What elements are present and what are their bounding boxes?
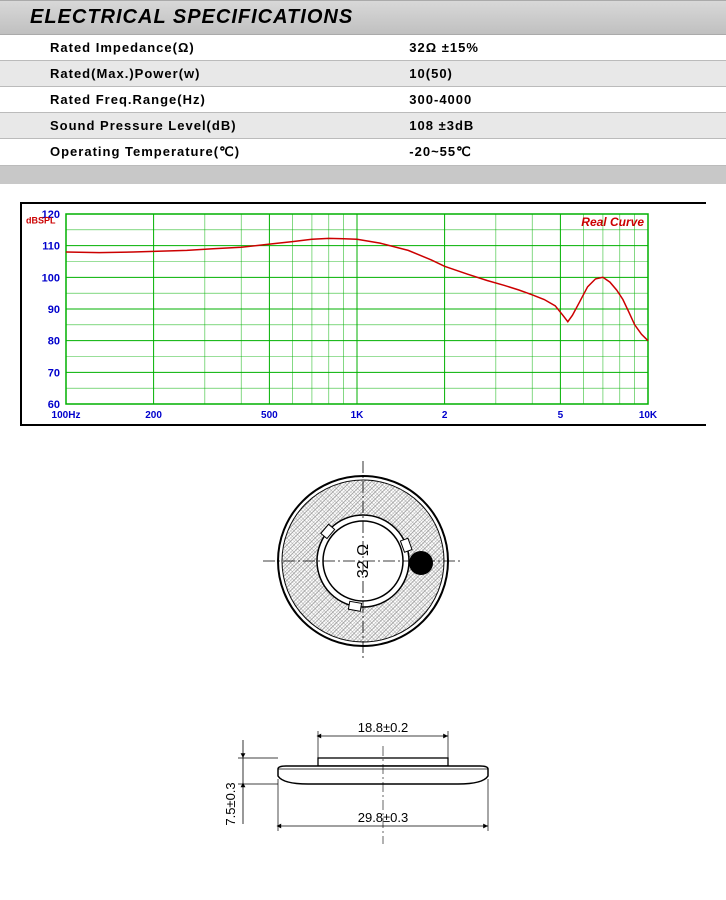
spec-value: -20~55℃ [399,139,726,166]
spec-label: Sound Pressure Level(dB) [0,113,399,139]
spec-label: Rated Impedance(Ω) [0,35,399,61]
mechanical-drawings: 32 Ω 18.8±0.2 29.8±0.3 7.5±0.3 [0,426,726,896]
frequency-response-chart: 60708090100110120dBSPL100Hz2005001K2510K… [20,202,706,426]
spec-row: Operating Temperature(℃)-20~55℃ [0,139,726,166]
svg-text:110: 110 [42,241,60,253]
svg-text:90: 90 [48,304,60,316]
spec-table: Rated Impedance(Ω)32Ω ±15%Rated(Max.)Pow… [0,35,726,166]
svg-text:5: 5 [558,410,564,421]
svg-text:100Hz: 100Hz [52,410,81,421]
spec-value: 300-4000 [399,87,726,113]
page-title: ELECTRICAL SPECIFICATIONS [30,6,353,28]
spec-header: ELECTRICAL SPECIFICATIONS [0,0,726,35]
spec-row: Rated Impedance(Ω)32Ω ±15% [0,35,726,61]
svg-text:500: 500 [261,410,278,421]
spec-value: 10(50) [399,61,726,87]
spec-row: Rated(Max.)Power(w)10(50) [0,61,726,87]
spec-label: Operating Temperature(℃) [0,139,399,166]
svg-text:7.5±0.3: 7.5±0.3 [223,782,238,825]
svg-text:70: 70 [48,367,60,379]
svg-text:2: 2 [442,410,448,421]
svg-text:29.8±0.3: 29.8±0.3 [358,810,409,825]
spec-row: Rated Freq.Range(Hz)300-4000 [0,87,726,113]
svg-text:10K: 10K [639,410,658,421]
svg-text:Real Curve: Real Curve [581,215,644,229]
spec-value: 108 ±3dB [399,113,726,139]
svg-text:80: 80 [48,336,60,348]
spec-label: Rated Freq.Range(Hz) [0,87,399,113]
speaker-top-view: 32 Ω [248,446,478,676]
spec-label: Rated(Max.)Power(w) [0,61,399,87]
svg-text:18.8±0.2: 18.8±0.2 [358,720,409,735]
separator-band [0,166,726,184]
svg-text:200: 200 [145,410,162,421]
spec-row: Sound Pressure Level(dB)108 ±3dB [0,113,726,139]
svg-text:dBSPL: dBSPL [26,216,56,226]
spec-value: 32Ω ±15% [399,35,726,61]
svg-text:1K: 1K [351,410,365,421]
svg-text:100: 100 [42,272,60,284]
speaker-side-view: 18.8±0.2 29.8±0.3 7.5±0.3 [183,696,543,866]
svg-text:32 Ω: 32 Ω [355,544,372,578]
